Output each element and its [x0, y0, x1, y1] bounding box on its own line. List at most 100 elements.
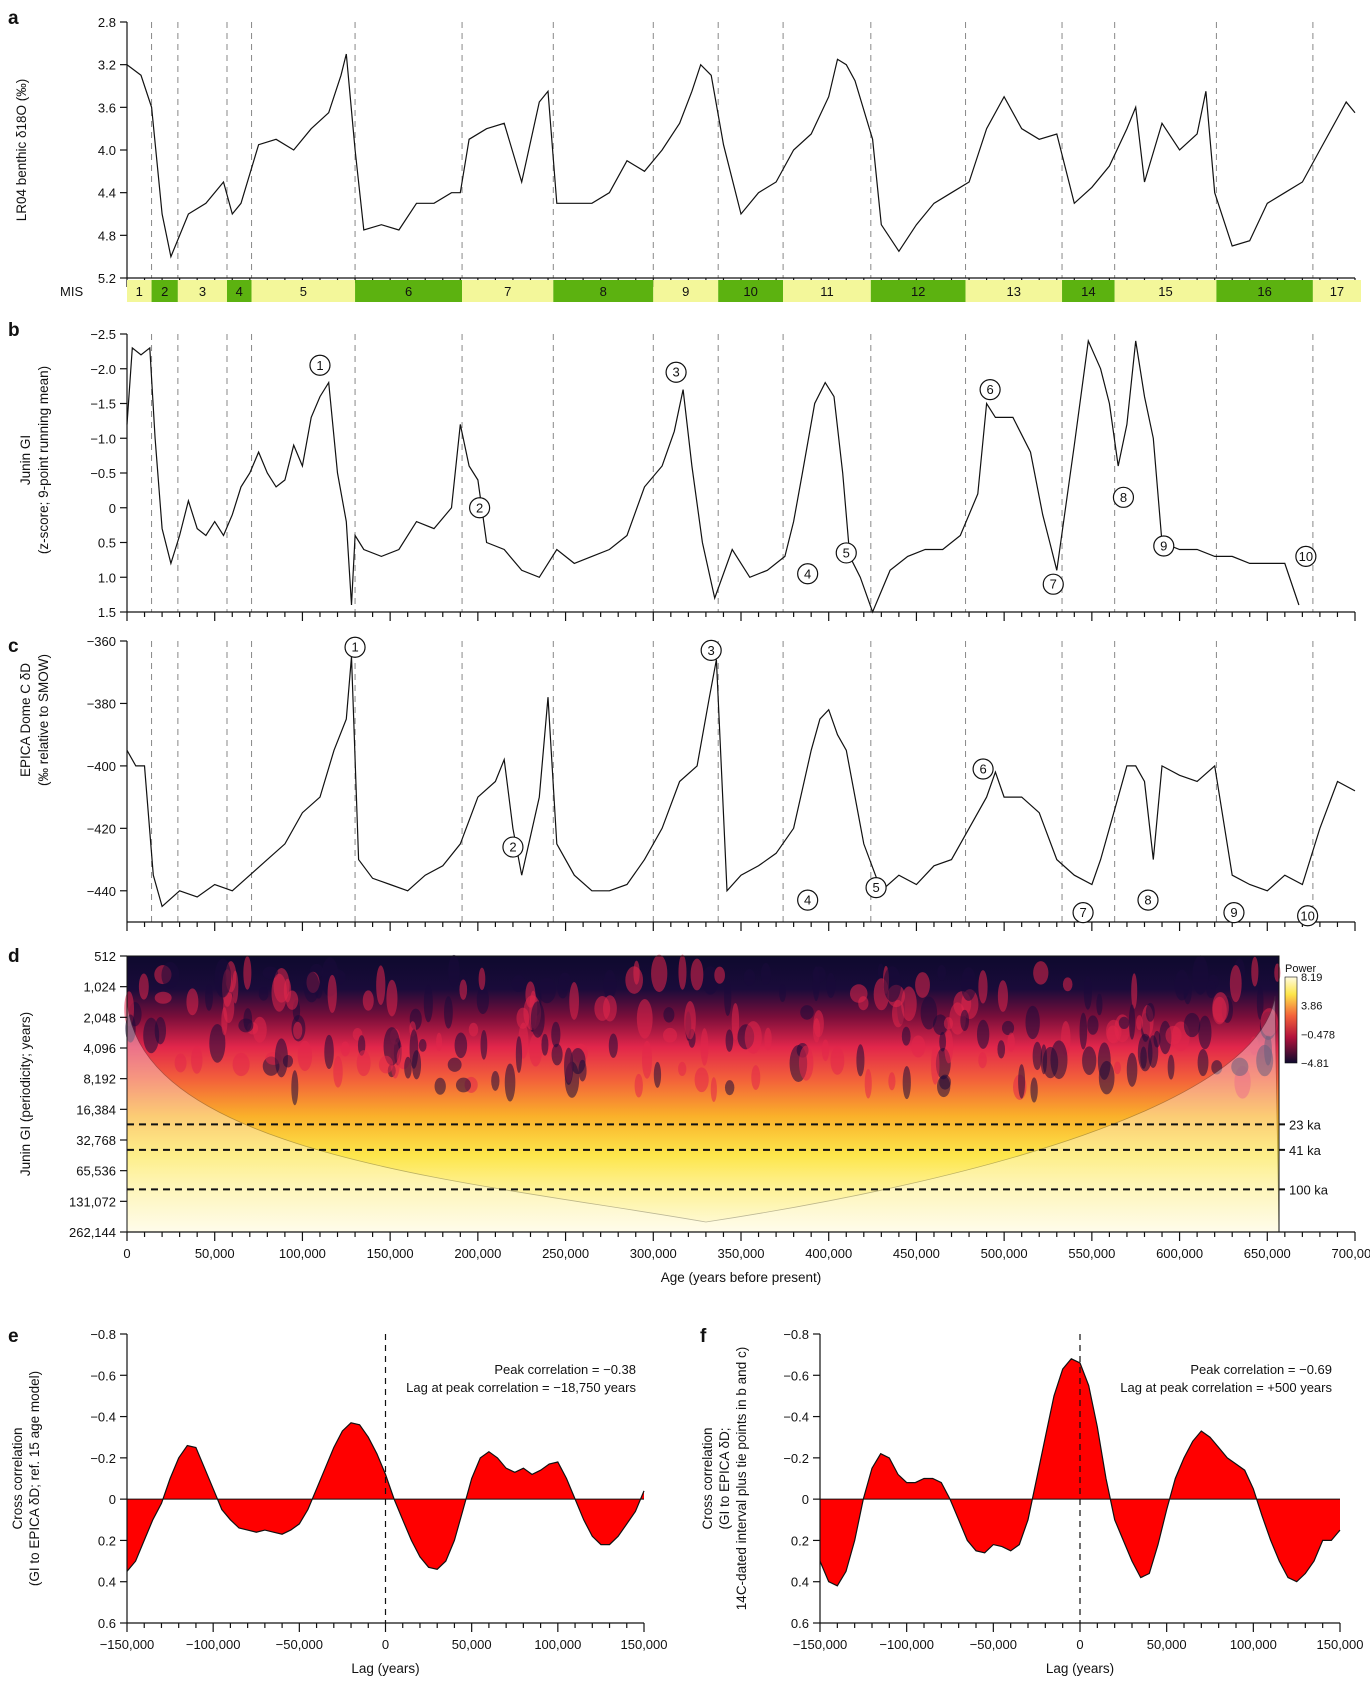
wavelet-speckle	[138, 973, 149, 1000]
x-tick-label: 0	[382, 1637, 389, 1652]
wavelet-speckle	[978, 1052, 987, 1069]
y-tick-label: −0.4	[783, 1410, 809, 1425]
y-tick-label: 3.6	[98, 100, 116, 115]
mis-stage-label: 11	[820, 284, 834, 299]
event-marker-circle	[1137, 889, 1159, 911]
panel-letter: e	[8, 1326, 19, 1347]
wavelet-speckle	[557, 979, 568, 999]
wavelet-speckle	[1145, 1002, 1155, 1022]
x-tick-label: 100,000	[534, 1637, 581, 1652]
y-tick-label: −440	[87, 884, 116, 899]
wavelet-speckle	[333, 1055, 343, 1088]
wavelet-speckle	[724, 979, 732, 1017]
event-marker-label: 5	[872, 880, 879, 895]
y-axis-label: Junin GI	[18, 435, 33, 485]
wavelet-speckle	[418, 1038, 427, 1052]
wavelet-speckle	[633, 960, 640, 985]
wavelet-speckle	[551, 1043, 563, 1066]
wavelet-speckle	[297, 1040, 313, 1072]
wavelet-speckle	[976, 1019, 990, 1049]
wavelet-speckle	[920, 996, 938, 1030]
x-tick-label: 600,000	[1156, 1246, 1203, 1261]
wavelet-speckle	[563, 1047, 574, 1085]
y-tick-label: 65,536	[76, 1164, 116, 1179]
event-marker-circle	[972, 758, 994, 780]
y-axis-label: 14C-dated interval plus tie points in b …	[734, 1347, 749, 1610]
wavelet-speckle	[511, 975, 526, 993]
wavelet-speckle	[454, 1032, 468, 1059]
wavelet-speckle	[798, 1045, 814, 1081]
x-tick-label: 550,000	[1068, 1246, 1115, 1261]
wavelet-speckle	[690, 958, 704, 991]
event-marker-label: 4	[804, 893, 811, 908]
mis-stage	[718, 280, 784, 302]
x-tick-label: 400,000	[805, 1246, 852, 1261]
wavelet-speckle	[1167, 1054, 1175, 1080]
x-tick-label: −50,000	[276, 1637, 323, 1652]
wavelet-speckle	[386, 979, 398, 1017]
wavelet-speckle	[262, 966, 279, 980]
wavelet-speckle	[530, 1001, 545, 1038]
event-marker-label: 3	[708, 643, 715, 658]
x-tick-label: 100,000	[1230, 1637, 1277, 1652]
wavelet-speckle	[1098, 1060, 1115, 1095]
wavelet-speckle	[455, 1077, 472, 1093]
wavelet-speckle	[1192, 955, 1209, 995]
x-tick-label: 300,000	[630, 1246, 677, 1261]
y-tick-label: 0.4	[791, 1575, 809, 1590]
wavelet-speckle	[902, 1065, 911, 1100]
event-marker-label: 8	[1120, 490, 1127, 505]
event-marker-label: 9	[1230, 905, 1237, 920]
event-marker-label: 5	[843, 545, 850, 560]
wavelet-speckle	[684, 1000, 696, 1040]
mis-stage-label: 14	[1081, 284, 1095, 299]
x-tick-label: 500,000	[981, 1246, 1028, 1261]
wavelet-speckle	[1174, 969, 1190, 1001]
series-line	[126, 53, 1356, 259]
wavelet-speckle	[478, 967, 486, 991]
y-tick-label: −0.6	[783, 1368, 809, 1383]
wavelet-speckle	[743, 969, 756, 986]
wavelet-speckle	[1136, 1015, 1143, 1031]
x-tick-label: 450,000	[893, 1246, 940, 1261]
wavelet-speckle	[937, 964, 947, 981]
event-marker-label: 10	[1299, 549, 1313, 564]
correlation-area	[127, 1422, 644, 1572]
mis-stage-label: 9	[682, 284, 689, 299]
wavelet-speckle	[1062, 977, 1073, 992]
y-tick-label: 0	[109, 501, 116, 516]
wavelet-speckle	[978, 970, 988, 1004]
wavelet-speckle	[1198, 1015, 1212, 1050]
mis-stage	[870, 280, 966, 302]
event-marker-label: 6	[979, 762, 986, 777]
periodicity-label: 41 ka	[1289, 1143, 1322, 1158]
x-tick-label: −150,000	[100, 1637, 155, 1652]
y-axis-label: Cross correlation	[10, 1427, 25, 1529]
y-axis-label: (z-score; 9-point running mean)	[36, 366, 51, 554]
wavelet-speckle	[186, 988, 199, 1016]
wavelet-speckle	[653, 1061, 662, 1088]
y-tick-label: −0.5	[90, 466, 116, 481]
wavelet-speckle	[1050, 1040, 1068, 1080]
x-tick-label: 100,000	[279, 1246, 326, 1261]
y-tick-label: 512	[94, 949, 116, 964]
wavelet-speckle	[1131, 973, 1138, 1009]
event-marker-label: 3	[672, 365, 679, 380]
wavelet-speckle	[764, 1027, 772, 1051]
wavelet-speckle	[1251, 956, 1259, 987]
y-tick-label: 3.2	[98, 58, 116, 73]
panel-a: 2.8 3.2 3.6 4.0 4.4 4.8 5.2 LR04 benthic δ18O (…	[8, 8, 1356, 287]
wavelet-speckle	[1032, 1041, 1042, 1071]
event-marker-label: 9	[1160, 538, 1167, 553]
event-marker-circle	[1297, 905, 1319, 927]
periodicity-label: 100 ka	[1289, 1182, 1329, 1197]
mis-stage	[226, 280, 252, 302]
wavelet-speckle	[779, 984, 786, 1003]
mis-stage	[783, 280, 871, 302]
mis-stage-label: 3	[199, 284, 206, 299]
wavelet-speckle	[751, 1065, 761, 1090]
wavelet-speckle	[1118, 1016, 1130, 1030]
panel-d: 23 ka 41 ka 100 ka 512 1,024 2,048 4,096 8,192 1…	[8, 946, 1370, 1285]
wavelet-speckle	[243, 956, 252, 990]
